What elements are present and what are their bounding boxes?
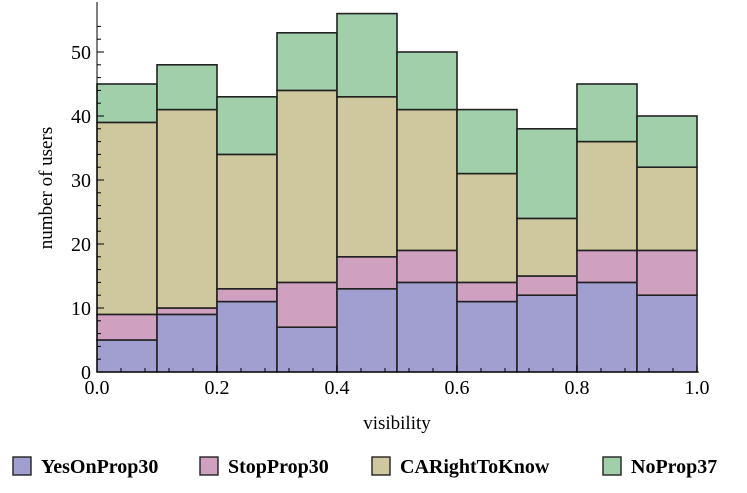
bar-stopprop30-bin-0 bbox=[96, 313, 158, 341]
y-tick-label: 10 bbox=[71, 298, 91, 320]
bar-carighttoknow-bin-4 bbox=[336, 96, 398, 258]
bar-noprop37-bin-1 bbox=[156, 64, 218, 111]
ticks-group: 0 10 20 30 40 50 0.0 0.2 0.4 0.6 0.8 1.0 bbox=[71, 25, 710, 399]
bar-stopprop30-bin-6 bbox=[456, 281, 518, 303]
legend-item-carighttoknow: CARightToKnow bbox=[371, 456, 550, 478]
bar-stopprop30-bin-4 bbox=[336, 255, 398, 290]
x-tick-label: 0.6 bbox=[445, 377, 470, 399]
bar-noprop37-bin-2 bbox=[216, 96, 278, 156]
bar-carighttoknow-bin-0 bbox=[96, 121, 158, 316]
bar-yesonprop30-bin-7 bbox=[516, 294, 578, 373]
bar-stopprop30-bin-1 bbox=[156, 307, 218, 316]
x-tick-label: 0.2 bbox=[205, 377, 230, 399]
bar-stopprop30-bin-8 bbox=[576, 249, 638, 284]
bar-carighttoknow-bin-7 bbox=[516, 217, 578, 277]
bar-yesonprop30-bin-8 bbox=[576, 281, 638, 373]
bar-yesonprop30-bin-5 bbox=[396, 281, 458, 373]
legend-label: YesOnProp30 bbox=[41, 456, 158, 478]
y-tick-label: 30 bbox=[71, 170, 91, 192]
x-tick-label: 1.0 bbox=[685, 377, 710, 399]
y-tick-label: 0 bbox=[81, 362, 91, 384]
bar-noprop37-bin-0 bbox=[96, 83, 158, 124]
bar-noprop37-bin-3 bbox=[276, 31, 338, 92]
bar-noprop37-bin-7 bbox=[516, 128, 578, 220]
bar-yesonprop30-bin-0 bbox=[96, 339, 158, 373]
legend-swatch bbox=[371, 456, 391, 476]
y-tick-label: 20 bbox=[71, 234, 91, 256]
x-tick-label: 0.8 bbox=[565, 377, 590, 399]
bar-carighttoknow-bin-6 bbox=[456, 172, 518, 284]
bar-yesonprop30-bin-2 bbox=[216, 300, 278, 373]
bar-stopprop30-bin-7 bbox=[516, 275, 578, 297]
bar-yesonprop30-bin-4 bbox=[336, 287, 398, 373]
legend-label: CARightToKnow bbox=[400, 456, 550, 478]
bar-yesonprop30-bin-6 bbox=[456, 300, 518, 373]
bar-yesonprop30-bin-3 bbox=[276, 326, 338, 373]
y-tick-label: 40 bbox=[71, 106, 91, 128]
legend: YesOnProp30 StopProp30 CARightToKnow NoProp… bbox=[12, 456, 717, 478]
bar-noprop37-bin-4 bbox=[336, 12, 398, 98]
y-tick-label: 50 bbox=[71, 42, 91, 64]
x-tick-label: 0.4 bbox=[325, 377, 350, 399]
bar-carighttoknow-bin-2 bbox=[216, 153, 278, 290]
bar-yesonprop30-bin-9 bbox=[636, 294, 698, 373]
bar-carighttoknow-bin-3 bbox=[276, 89, 338, 284]
legend-item-noprop37: NoProp37 bbox=[602, 456, 717, 478]
bar-carighttoknow-bin-9 bbox=[636, 166, 698, 252]
legend-swatch bbox=[12, 456, 32, 476]
y-axis-title: number of users bbox=[36, 127, 57, 249]
legend-label: StopProp30 bbox=[228, 456, 329, 478]
bar-noprop37-bin-5 bbox=[396, 51, 458, 111]
bar-carighttoknow-bin-1 bbox=[156, 108, 218, 309]
bar-yesonprop30-bin-1 bbox=[156, 313, 218, 373]
bar-stopprop30-bin-5 bbox=[396, 249, 458, 284]
axes-group bbox=[96, 2, 699, 373]
legend-swatch bbox=[199, 456, 219, 476]
bar-carighttoknow-bin-8 bbox=[576, 140, 638, 252]
x-tick-label: 0.0 bbox=[85, 377, 110, 399]
bar-noprop37-bin-8 bbox=[576, 83, 638, 143]
legend-item-yesonprop30: YesOnProp30 bbox=[12, 456, 158, 478]
bars-group bbox=[96, 12, 698, 373]
legend-item-stopprop30: StopProp30 bbox=[199, 456, 329, 478]
bar-noprop37-bin-9 bbox=[636, 115, 698, 169]
bar-noprop37-bin-6 bbox=[456, 108, 518, 175]
bar-stopprop30-bin-2 bbox=[216, 287, 278, 303]
bar-stopprop30-bin-3 bbox=[276, 281, 338, 328]
legend-swatch bbox=[602, 456, 622, 476]
legend-label: NoProp37 bbox=[631, 456, 717, 478]
x-axis-title: visibility bbox=[363, 413, 431, 434]
bar-carighttoknow-bin-5 bbox=[396, 108, 458, 252]
bar-stopprop30-bin-9 bbox=[636, 249, 698, 296]
